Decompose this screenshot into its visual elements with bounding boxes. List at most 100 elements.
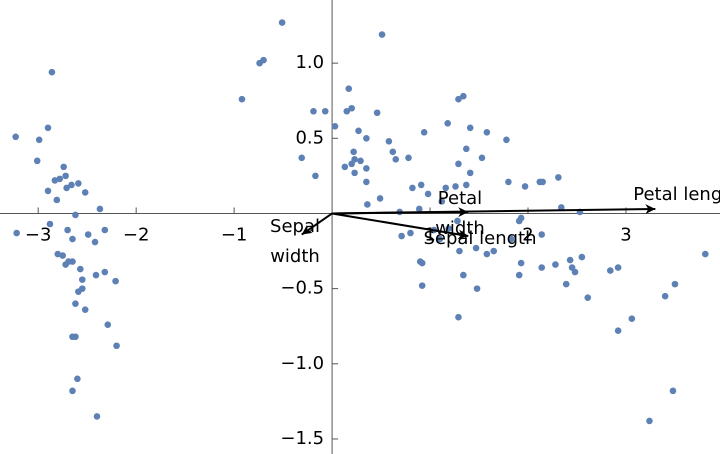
point — [62, 261, 69, 268]
point — [614, 327, 622, 335]
point — [72, 300, 79, 307]
point — [578, 253, 586, 261]
point — [442, 184, 450, 192]
point — [456, 247, 463, 255]
point — [517, 259, 525, 267]
point — [628, 315, 636, 323]
point — [72, 211, 79, 219]
point — [63, 184, 70, 192]
loading-arrow — [332, 207, 469, 218]
point — [436, 235, 444, 243]
x-tick-label: −1 — [221, 224, 248, 245]
point — [12, 133, 19, 141]
point — [392, 156, 400, 163]
point — [460, 271, 467, 279]
point — [483, 128, 491, 136]
point — [93, 413, 101, 420]
point — [363, 165, 370, 172]
arrow-label: Petal width — [435, 188, 485, 239]
point — [69, 333, 76, 341]
point — [112, 277, 119, 285]
y-tick-label: 0.5 — [295, 127, 324, 148]
point — [331, 122, 339, 130]
point — [75, 180, 82, 187]
point — [473, 285, 481, 292]
point — [462, 181, 470, 189]
point — [483, 250, 491, 258]
point — [69, 387, 76, 395]
point — [398, 232, 405, 240]
point — [566, 256, 574, 264]
point — [104, 321, 112, 329]
point — [91, 238, 99, 246]
arrow-label: Sepal length — [423, 228, 537, 249]
point — [503, 136, 510, 144]
point — [452, 183, 459, 190]
point — [555, 174, 562, 181]
x-tick-label: 3 — [620, 224, 631, 245]
point — [472, 244, 480, 252]
point — [68, 181, 75, 189]
point — [409, 184, 416, 192]
point — [298, 154, 306, 162]
loading-arrow — [301, 212, 333, 236]
point — [312, 172, 319, 180]
point — [462, 145, 470, 153]
point — [350, 148, 357, 156]
point — [405, 154, 412, 162]
point — [521, 183, 529, 190]
point — [478, 154, 486, 162]
point — [46, 220, 54, 228]
point — [81, 189, 89, 196]
point — [81, 306, 89, 313]
point — [515, 271, 523, 279]
y-tick-label: −1.0 — [280, 353, 324, 374]
arrow-label: Sepal width — [270, 216, 320, 267]
point — [373, 109, 381, 117]
point — [539, 178, 546, 186]
point — [53, 196, 61, 204]
point — [460, 92, 467, 100]
point — [661, 292, 669, 300]
point — [614, 264, 622, 271]
point — [77, 265, 84, 273]
point — [48, 68, 56, 76]
point — [606, 267, 614, 274]
point — [62, 172, 69, 180]
point — [238, 95, 246, 103]
point — [101, 268, 109, 276]
point — [517, 214, 525, 222]
point — [33, 157, 41, 165]
point — [345, 85, 353, 92]
point — [445, 225, 452, 232]
point — [389, 148, 397, 156]
point — [418, 282, 426, 289]
point — [562, 280, 570, 288]
point — [466, 124, 474, 132]
point — [101, 226, 109, 234]
x-tick-label: −3 — [25, 224, 52, 245]
point — [260, 56, 267, 64]
y-tick-label: 1.0 — [295, 52, 324, 73]
y-tick-label: −0.5 — [280, 278, 324, 299]
point — [357, 157, 364, 165]
point — [310, 107, 317, 115]
point — [671, 280, 679, 288]
point — [78, 276, 86, 283]
point — [505, 178, 512, 186]
point — [417, 181, 425, 189]
y-tick-label: −1.5 — [280, 428, 324, 449]
point — [69, 235, 76, 243]
point — [558, 204, 565, 211]
point — [364, 201, 371, 208]
point — [35, 136, 43, 144]
point — [96, 205, 104, 213]
x-tick-label: 1 — [424, 224, 435, 245]
point — [341, 163, 349, 171]
point — [348, 104, 355, 112]
point — [351, 169, 358, 177]
point — [538, 231, 546, 238]
point — [416, 258, 424, 265]
